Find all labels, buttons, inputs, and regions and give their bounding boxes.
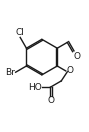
Text: O: O [48, 96, 55, 105]
Text: Br: Br [5, 68, 15, 77]
Text: O: O [66, 66, 73, 75]
Text: Cl: Cl [16, 28, 25, 37]
Text: O: O [73, 52, 80, 61]
Text: HO: HO [28, 83, 42, 92]
